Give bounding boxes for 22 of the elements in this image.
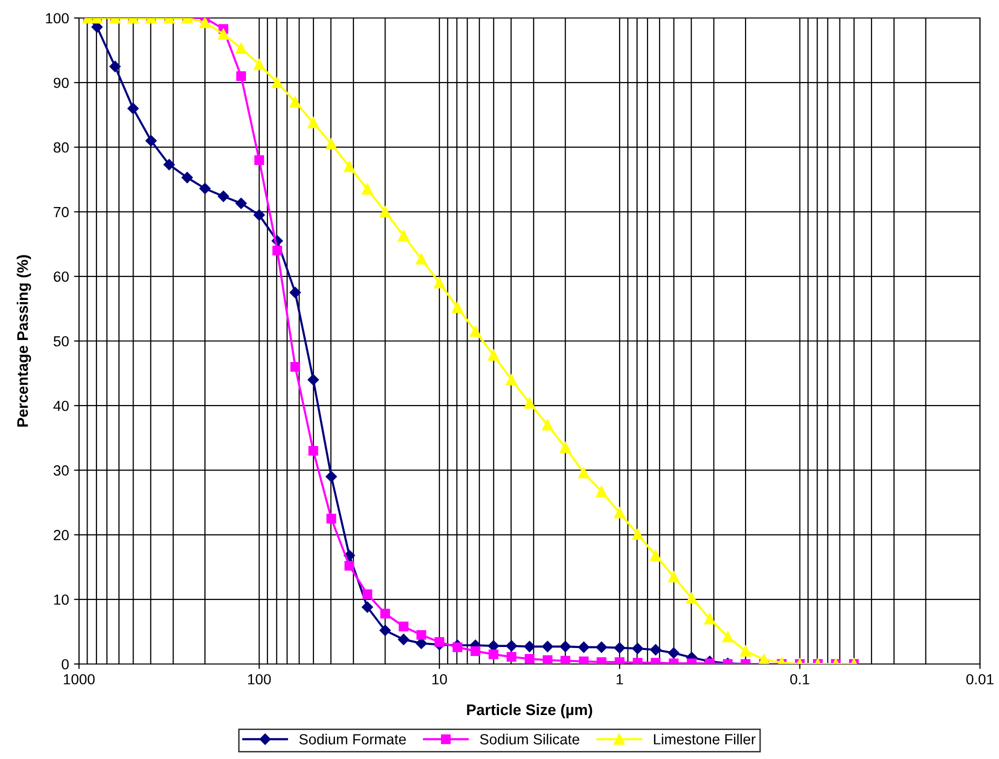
y-tick-label: 100	[46, 13, 69, 24]
x-tick-label: 100	[248, 674, 271, 684]
y-tick-label: 40	[53, 400, 69, 412]
y-tick-label: 90	[54, 78, 69, 88]
y-tick-label: 10	[54, 594, 69, 605]
legend-label: Sodium Formate	[299, 734, 406, 744]
y-axis-title: Percentage Passing (%)	[16, 255, 32, 427]
legend-label: Sodium Silicate	[480, 734, 580, 744]
x-tick-label: 10	[432, 674, 447, 684]
x-tick-label: 0.1	[790, 674, 810, 684]
y-tick-label: 0	[62, 659, 69, 670]
legend-label: Limestone Filler	[654, 734, 756, 744]
y-tick-label: 30	[54, 465, 69, 476]
x-tick-label: 0.01	[966, 674, 994, 684]
x-tick-label: 1000	[64, 674, 95, 684]
y-tick-label: 80	[54, 142, 69, 153]
y-tick-label: 60	[54, 272, 69, 282]
y-tick-label: 70	[54, 206, 69, 218]
y-tick-label: 50	[54, 336, 69, 346]
x-axis-title: Particle Size (µm)	[467, 704, 592, 718]
x-tick-label: 1	[616, 674, 623, 684]
y-tick-label: 20	[54, 530, 69, 540]
